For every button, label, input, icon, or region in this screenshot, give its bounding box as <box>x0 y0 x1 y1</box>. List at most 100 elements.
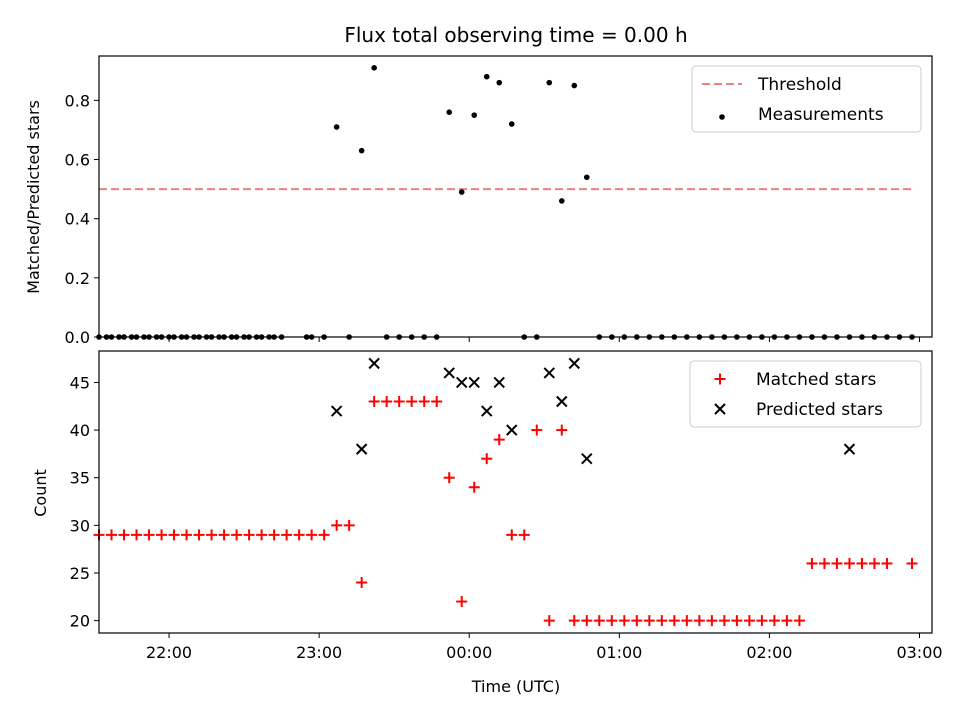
matched-star-point <box>843 557 855 569</box>
y-tick-label: 0.0 <box>65 328 90 347</box>
matched-star-point <box>281 529 293 541</box>
bottom-xlabel: Time (UTC) <box>471 677 560 696</box>
matched-star-point <box>218 529 230 541</box>
matched-star-point <box>831 557 843 569</box>
matched-star-point <box>393 395 405 407</box>
matched-star-point <box>468 481 480 493</box>
matched-star-point <box>181 529 193 541</box>
x-b <box>481 405 493 417</box>
legend-label: Matched stars <box>756 370 876 390</box>
matched-star-point <box>443 472 455 484</box>
x-b <box>468 376 480 389</box>
measurement-point <box>546 79 553 86</box>
matched-star-point <box>868 557 880 569</box>
predicted-star-point <box>581 452 593 465</box>
matched-star-point <box>531 424 543 436</box>
legend-box <box>691 65 922 133</box>
x-b <box>581 452 593 465</box>
matched-star-point <box>906 557 918 569</box>
matched-star-point <box>756 615 768 627</box>
x-tick-label: 22:00 <box>146 643 192 662</box>
measurement-point <box>483 73 490 80</box>
matched-star-point <box>731 615 743 627</box>
measurement-point <box>471 112 478 118</box>
predicted-star-point <box>506 424 518 436</box>
legend-label: Threshold <box>757 75 842 95</box>
matched-star-point <box>306 529 318 541</box>
y-tick-label: 25 <box>70 564 90 583</box>
y-tick-label: 40 <box>70 421 90 440</box>
legend: Matched stars Predicted stars <box>689 360 922 428</box>
matched-star-point <box>693 615 705 627</box>
matched-star-point <box>556 424 568 436</box>
matched-star-point <box>193 529 205 541</box>
y-tick-label: 0.4 <box>65 210 90 229</box>
matched-star-point <box>206 529 218 541</box>
matched-star-point <box>706 615 718 627</box>
matched-star-point <box>106 529 118 541</box>
measurement-point <box>333 124 340 130</box>
x-tick-label: 02:00 <box>746 643 792 662</box>
matched-star-point <box>768 615 780 627</box>
matched-star-point <box>256 529 268 541</box>
predicted-star-point <box>468 376 480 389</box>
matched-star-point <box>493 434 505 446</box>
matched-star-point <box>481 453 493 465</box>
matched-star-point <box>131 529 143 541</box>
matched-star-point <box>881 557 893 569</box>
matched-star-point <box>806 557 818 569</box>
matched-star-point <box>781 615 793 627</box>
matched-star-point <box>668 615 680 627</box>
predicted-star-point <box>368 357 380 370</box>
matched-star-point <box>381 395 393 407</box>
matched-star-point <box>631 615 643 627</box>
x-b <box>456 376 468 389</box>
predicted-star-point <box>543 367 555 379</box>
matched-star-point <box>168 529 180 541</box>
matched-star-point <box>606 615 618 627</box>
matched-star-point <box>793 615 805 627</box>
measurement-point <box>496 79 503 86</box>
predicted-star-point <box>556 395 568 408</box>
y-tick-label: 35 <box>70 469 90 488</box>
matched-star-point <box>681 615 693 627</box>
bottom-ylabel: Count <box>31 469 50 517</box>
legend-label: Predicted stars <box>756 400 883 420</box>
legend: Threshold Measurements <box>691 65 922 133</box>
matched-star-point <box>356 577 368 589</box>
x-b <box>506 424 518 436</box>
predicted-star-point <box>481 405 493 417</box>
matched-star-point <box>543 615 555 627</box>
matched-star-point <box>343 519 355 531</box>
x-tick-label: 01:00 <box>596 643 642 662</box>
predicted-star-point <box>443 367 455 379</box>
legend-measurement-swatch <box>719 114 725 120</box>
plot-top: 0.0 0.2 0.4 0.6 0.8 Threshold Measurements <box>65 55 933 347</box>
axes-frame <box>98 350 933 634</box>
axes-frame <box>98 55 933 338</box>
matched-star-point <box>431 395 443 407</box>
matched-star-point <box>718 615 730 627</box>
chart-title: Flux total observing time = 0.00 h <box>344 23 687 47</box>
y-tick-label: 0.8 <box>65 91 90 110</box>
matched-star-point <box>293 529 305 541</box>
matched-star-point <box>643 615 655 627</box>
legend-predicted-swatch <box>714 403 726 415</box>
x-b <box>443 367 455 379</box>
matched-star-point <box>368 395 380 407</box>
matched-star-point <box>506 529 518 541</box>
matched-star-point <box>743 615 755 627</box>
matched-star-point <box>593 615 605 627</box>
x-tick-label: 23:00 <box>296 643 342 662</box>
matched-star-point <box>143 529 155 541</box>
x-tick-label: 00:00 <box>446 643 492 662</box>
matched-star-point <box>231 529 243 541</box>
measurement-point <box>558 198 565 204</box>
predicted-star-point <box>843 443 856 455</box>
matched-star-point <box>268 529 280 541</box>
predicted-star-point <box>456 376 468 389</box>
measurement-point <box>571 82 578 89</box>
measurement-point <box>358 147 365 154</box>
legend-label: Measurements <box>758 105 884 125</box>
top-ylabel: Matched/Predicted stars <box>24 100 43 294</box>
